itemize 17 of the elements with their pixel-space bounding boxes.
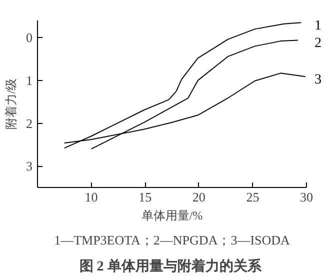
x-tick-label: 15 [138, 190, 152, 204]
x-tick-label: 25 [246, 190, 260, 204]
series-label: 2 [314, 36, 322, 52]
x-tick-label: 10 [84, 190, 98, 204]
y-tick-label: 3 [26, 158, 32, 174]
series-label: 3 [314, 72, 322, 88]
x-tick-label: 30 [300, 190, 313, 204]
y-tick-label: 2 [26, 116, 32, 131]
x-axis-title: 单体用量/% [141, 208, 203, 222]
y-tick-label: 0 [26, 30, 32, 46]
y-tick-label: 1 [26, 72, 32, 88]
series-label: 1 [314, 18, 322, 34]
text: 1—TMP3EOTA；2—NPGDA；3—ISODA [54, 232, 291, 248]
line-series [64, 22, 302, 149]
y-axis-title: 附着力/级 [4, 78, 18, 130]
text: 图 2 单体用量与附着力的关系 [79, 258, 262, 274]
x-tick-label: 20 [192, 190, 206, 204]
